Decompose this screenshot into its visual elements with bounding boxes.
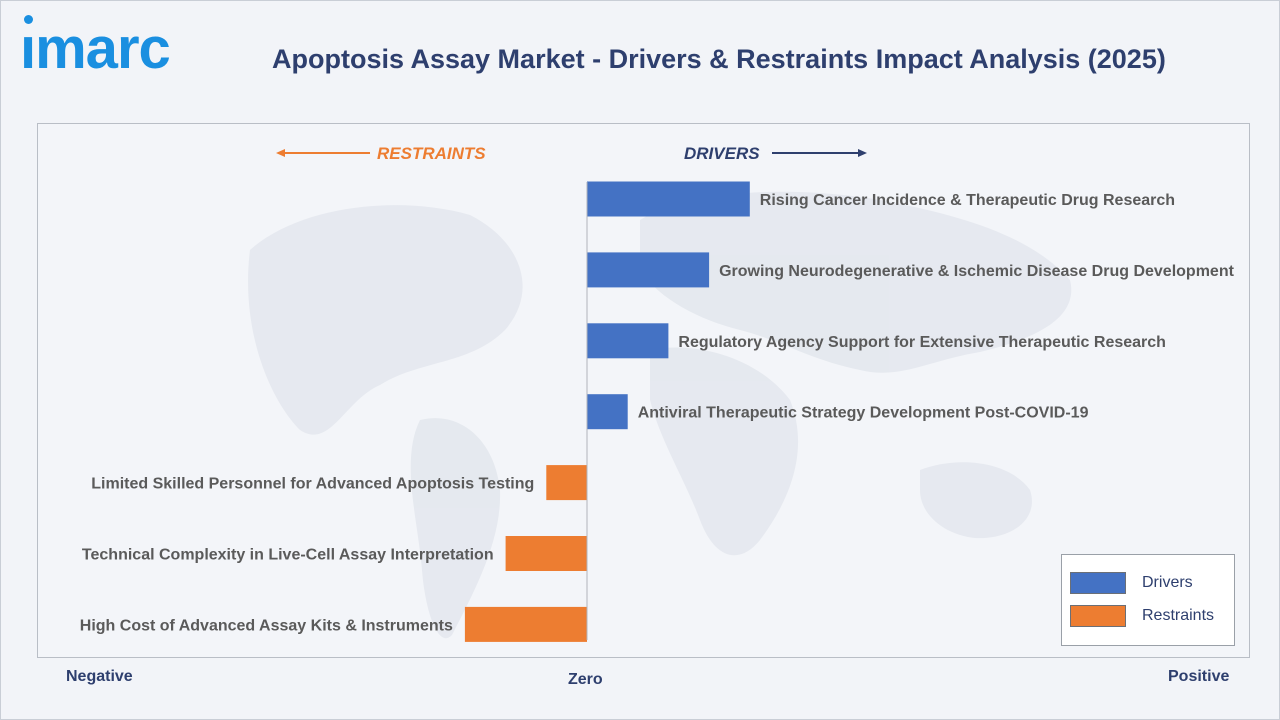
restraint-bar-5 — [505, 536, 587, 571]
legend-label-restraints: Restraints — [1142, 607, 1215, 624]
restraints-arrow-head — [276, 149, 285, 157]
category-label-3: Antiviral Therapeutic Strategy Developme… — [638, 405, 1089, 422]
axis-label-negative: Negative — [66, 668, 133, 685]
driver-bar-2 — [587, 323, 669, 359]
category-label-0: Rising Cancer Incidence & Therapeutic Dr… — [760, 192, 1175, 209]
drivers-heading: DRIVERS — [684, 144, 760, 163]
restraint-bar-6 — [464, 606, 587, 642]
imarc-logo: ımarc — [20, 16, 171, 81]
category-label-5: Technical Complexity in Live-Cell Assay … — [82, 547, 494, 564]
restraints-heading: RESTRAINTS — [377, 144, 486, 163]
world-map-watermark — [248, 191, 1072, 639]
drivers-arrow-head — [858, 149, 867, 157]
chart-title: Apoptosis Assay Market - Drivers & Restr… — [272, 44, 1166, 74]
category-label-1: Growing Neurodegenerative & Ischemic Dis… — [719, 263, 1234, 280]
logo-dot — [24, 15, 33, 24]
legend-label-drivers: Drivers — [1142, 574, 1193, 591]
legend-swatch-restraints — [1070, 605, 1126, 627]
axis-label-positive: Positive — [1168, 668, 1230, 685]
category-label-4: Limited Skilled Personnel for Advanced A… — [91, 476, 534, 493]
axis-label-zero: Zero — [568, 671, 603, 688]
driver-bar-0 — [587, 181, 750, 217]
restraint-bar-4 — [546, 465, 587, 501]
driver-bar-1 — [587, 252, 710, 288]
category-label-6: High Cost of Advanced Assay Kits & Instr… — [80, 617, 453, 634]
legend: Drivers Restraints — [1061, 554, 1235, 646]
driver-bar-3 — [587, 394, 628, 430]
category-label-2: Regulatory Agency Support for Extensive … — [678, 334, 1166, 351]
legend-swatch-drivers — [1070, 572, 1126, 594]
